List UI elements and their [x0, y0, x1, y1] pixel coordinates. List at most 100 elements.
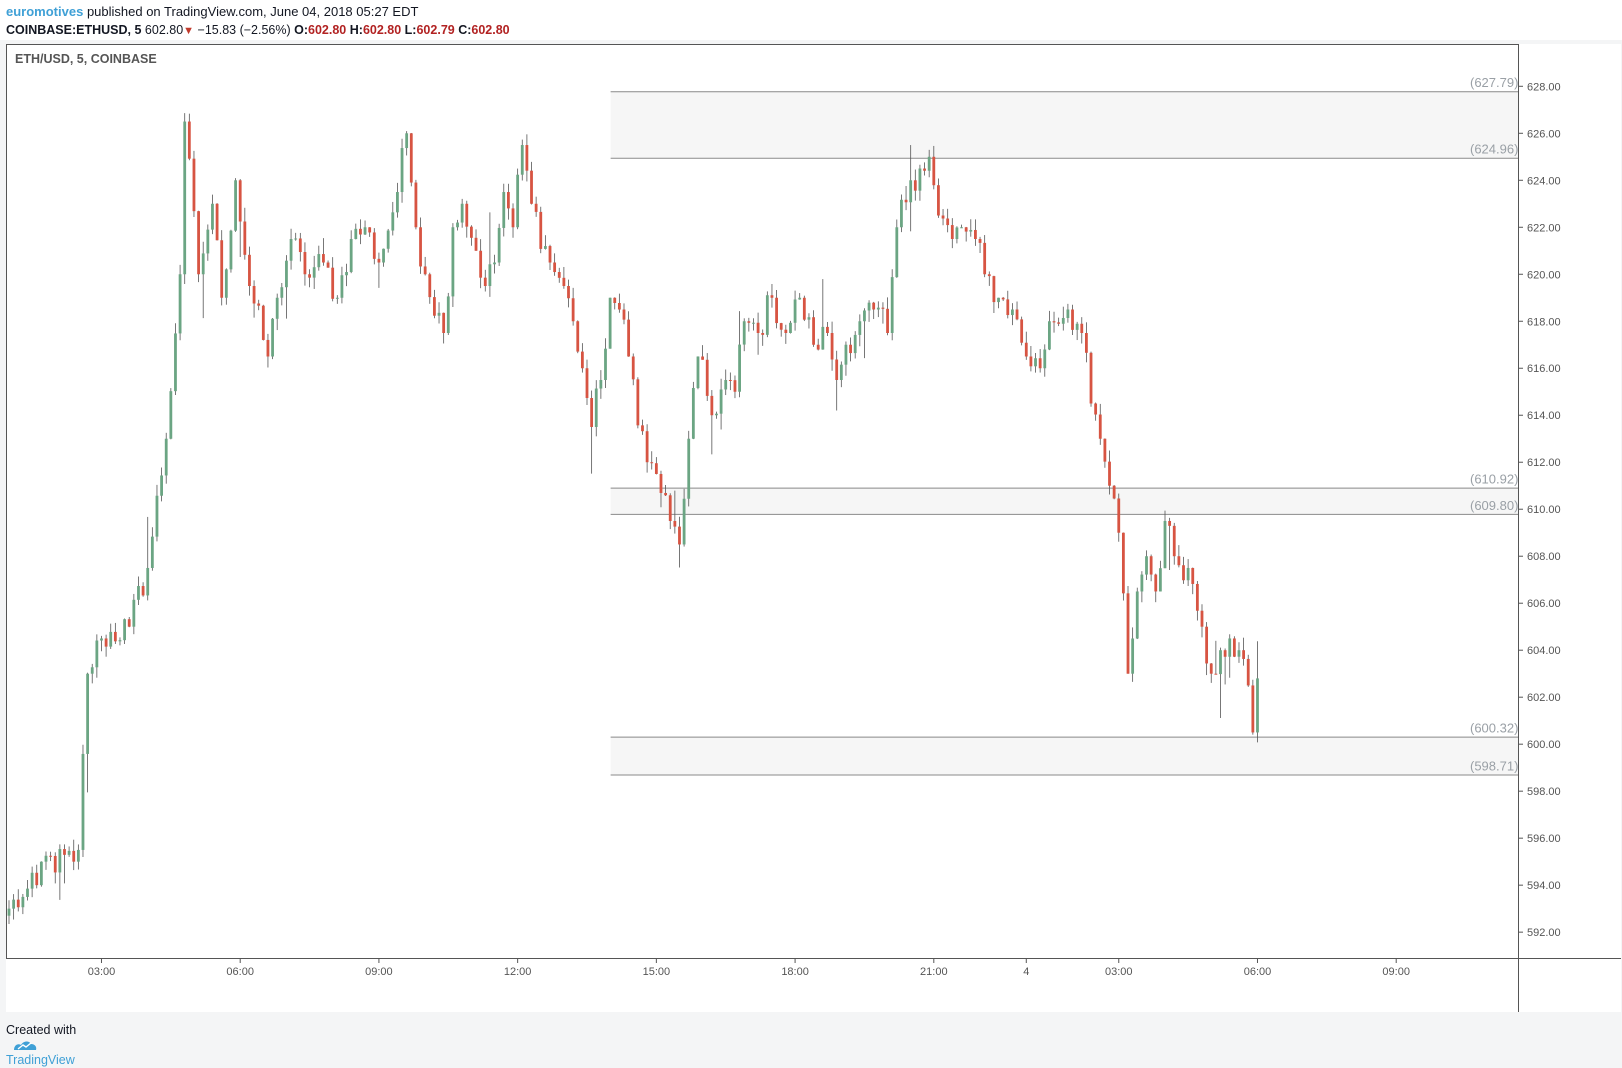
candle-down — [585, 368, 589, 399]
candle-down — [590, 398, 594, 427]
candlestick-chart[interactable]: ETH/USD, 5, COINBASE (627.79) (624.96) (610… — [6, 44, 1621, 1012]
candle-down — [849, 344, 852, 354]
candle-down — [941, 215, 945, 219]
candle-down — [881, 307, 885, 309]
candle-down — [308, 274, 311, 278]
candle-up — [234, 180, 237, 231]
candle-down — [761, 333, 765, 335]
candle-down — [1001, 297, 1005, 300]
candle-down — [923, 168, 926, 171]
candle-up — [752, 322, 755, 324]
candle-up — [456, 222, 459, 228]
y-tick-label: 594.00 — [1527, 880, 1561, 892]
y-tick-label: 620.00 — [1527, 269, 1561, 281]
candle-down — [1205, 626, 1209, 664]
candle-up — [363, 227, 367, 235]
candle-down — [1080, 323, 1084, 334]
candle-down — [678, 526, 681, 545]
candle-down — [654, 463, 658, 474]
candle-up — [150, 536, 154, 568]
tradingview-link[interactable]: TradingView — [6, 1053, 75, 1067]
candle-down — [409, 133, 413, 183]
candle-up — [396, 192, 399, 213]
candle-down — [747, 321, 751, 323]
candle-up — [95, 640, 99, 668]
candle-down — [372, 232, 376, 259]
candle-up — [349, 239, 353, 273]
x-tick-label: 03:00 — [88, 966, 116, 978]
candle-down — [377, 258, 381, 263]
ohlc-legend: COINBASE:ETHUSD, 5 602.80▼ −15.83 (−2.56… — [6, 22, 510, 39]
candle-up — [1061, 317, 1065, 324]
candle-down — [419, 227, 422, 267]
candle-up — [960, 227, 963, 229]
candle-down — [298, 238, 302, 253]
x-tick-label: 21:00 — [920, 966, 948, 978]
candle-up — [271, 318, 274, 357]
candle-up — [839, 364, 843, 380]
candle-up — [437, 312, 441, 316]
candle-up — [1131, 638, 1135, 674]
candle-up — [76, 849, 80, 862]
candle-down — [1071, 309, 1074, 330]
candle-up — [1219, 650, 1222, 675]
candle-down — [104, 638, 108, 647]
candle-up — [160, 475, 163, 496]
candle-up — [174, 333, 177, 392]
candle-up — [927, 156, 931, 171]
y-tick-label: 596.00 — [1527, 833, 1561, 845]
y-tick-label: 616.00 — [1527, 363, 1561, 375]
candle-down — [470, 226, 473, 238]
candle-down — [1098, 414, 1102, 439]
candle-up — [876, 307, 880, 310]
symbol-label: COINBASE:ETHUSD, 5 — [6, 23, 142, 37]
chart-area[interactable]: ETH/USD, 5, COINBASE (627.79) (624.96) (610… — [6, 44, 1621, 1012]
candle-down — [1117, 498, 1121, 533]
candle-down — [650, 462, 654, 464]
zone-bottom-label: (609.80) — [1470, 498, 1518, 513]
candle-up — [608, 297, 612, 349]
candle-down — [359, 228, 362, 235]
candle-up — [146, 567, 150, 596]
publish-info: euromotives published on TradingView.com… — [6, 4, 418, 20]
candle-down — [215, 203, 219, 241]
candle-down — [511, 208, 515, 228]
x-tick-label: 09:00 — [1382, 966, 1410, 978]
candle-up — [178, 274, 182, 334]
x-tick-label: 18:00 — [781, 966, 809, 978]
candle-up — [285, 260, 288, 288]
candle-up — [1186, 567, 1190, 581]
candle-up — [86, 673, 90, 754]
candle-up — [520, 145, 524, 175]
close-value: 602.80 — [471, 23, 510, 37]
candle-down — [252, 286, 256, 304]
candle-down — [1195, 583, 1199, 611]
candle-down — [1029, 356, 1033, 367]
candle-down — [812, 317, 815, 345]
candle-down — [992, 276, 996, 303]
y-tick-label: 624.00 — [1527, 175, 1561, 187]
candle-down — [331, 267, 335, 299]
candle-down — [1057, 322, 1061, 324]
candle-up — [724, 379, 728, 390]
candle-up — [765, 295, 769, 335]
candle-down — [1242, 650, 1246, 659]
candle-down — [983, 242, 987, 275]
candle-up — [516, 174, 520, 228]
candle-down — [1209, 663, 1213, 674]
low-value: 602.79 — [416, 23, 455, 37]
candle-down — [950, 225, 954, 240]
candle-down — [1108, 461, 1111, 486]
candle-up — [229, 230, 233, 270]
candle-down — [1126, 593, 1130, 674]
author-link[interactable]: euromotives — [6, 4, 84, 19]
candle-up — [155, 495, 159, 537]
open-label: O: — [294, 23, 309, 37]
candle-down — [728, 379, 732, 381]
candle-up — [1011, 309, 1014, 316]
candle-down — [220, 240, 224, 298]
candle-up — [169, 391, 173, 439]
candle-up — [294, 238, 298, 240]
candle-up — [599, 379, 603, 389]
candle-up — [21, 896, 25, 908]
